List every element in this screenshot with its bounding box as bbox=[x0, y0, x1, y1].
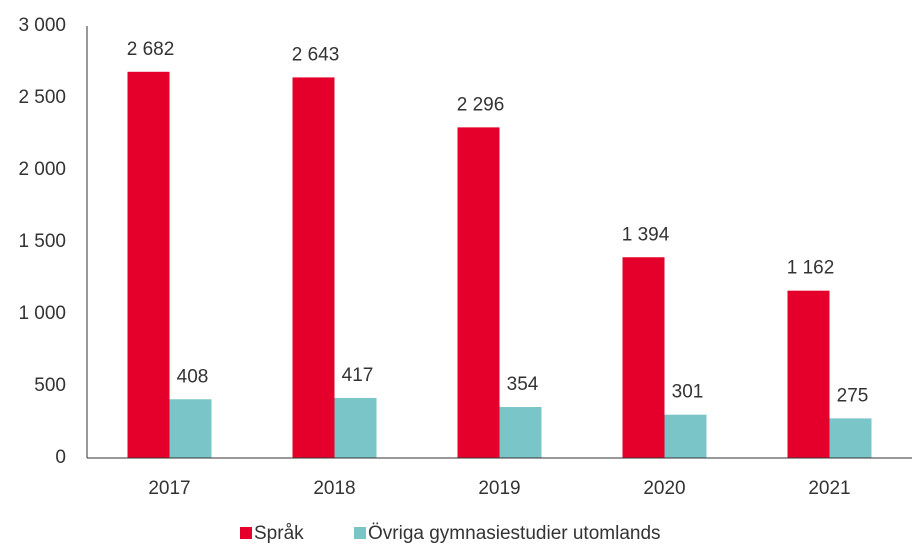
y-tick-label: 2 000 bbox=[18, 159, 66, 180]
value-label: 2 296 bbox=[457, 94, 505, 115]
value-label: 275 bbox=[837, 385, 869, 406]
bar bbox=[829, 418, 872, 458]
bar bbox=[169, 399, 212, 458]
value-label: 2 682 bbox=[127, 39, 175, 60]
bar bbox=[787, 290, 830, 458]
y-tick-label: 1 500 bbox=[18, 231, 66, 252]
legend-swatch bbox=[240, 527, 252, 539]
y-tick-label: 1 000 bbox=[18, 303, 66, 324]
bar bbox=[499, 407, 542, 458]
value-label: 2 643 bbox=[292, 44, 340, 65]
bar bbox=[664, 414, 707, 458]
y-tick-label: 3 000 bbox=[18, 15, 66, 36]
x-tick-label: 2019 bbox=[478, 478, 520, 499]
value-label: 1 162 bbox=[787, 258, 835, 279]
bar bbox=[127, 71, 170, 459]
bar bbox=[334, 397, 377, 458]
legend-swatch bbox=[354, 527, 366, 539]
x-tick-label: 2020 bbox=[643, 478, 685, 499]
y-tick-label: 0 bbox=[55, 447, 66, 468]
bar bbox=[457, 127, 500, 458]
x-tick-label: 2018 bbox=[313, 478, 355, 499]
value-label: 301 bbox=[672, 382, 704, 403]
value-label: 408 bbox=[177, 366, 209, 387]
value-label: 417 bbox=[342, 365, 374, 386]
x-tick-label: 2017 bbox=[148, 478, 190, 499]
legend-label: Övriga gymnasiestudier utomlands bbox=[368, 523, 661, 544]
legend-label: Språk bbox=[254, 523, 304, 544]
bar bbox=[292, 77, 335, 459]
y-tick-label: 500 bbox=[34, 375, 66, 396]
value-label: 1 394 bbox=[622, 224, 670, 245]
y-tick-label: 2 500 bbox=[18, 87, 66, 108]
x-tick-label: 2021 bbox=[808, 478, 850, 499]
value-label: 354 bbox=[507, 374, 539, 395]
bar bbox=[622, 257, 665, 458]
